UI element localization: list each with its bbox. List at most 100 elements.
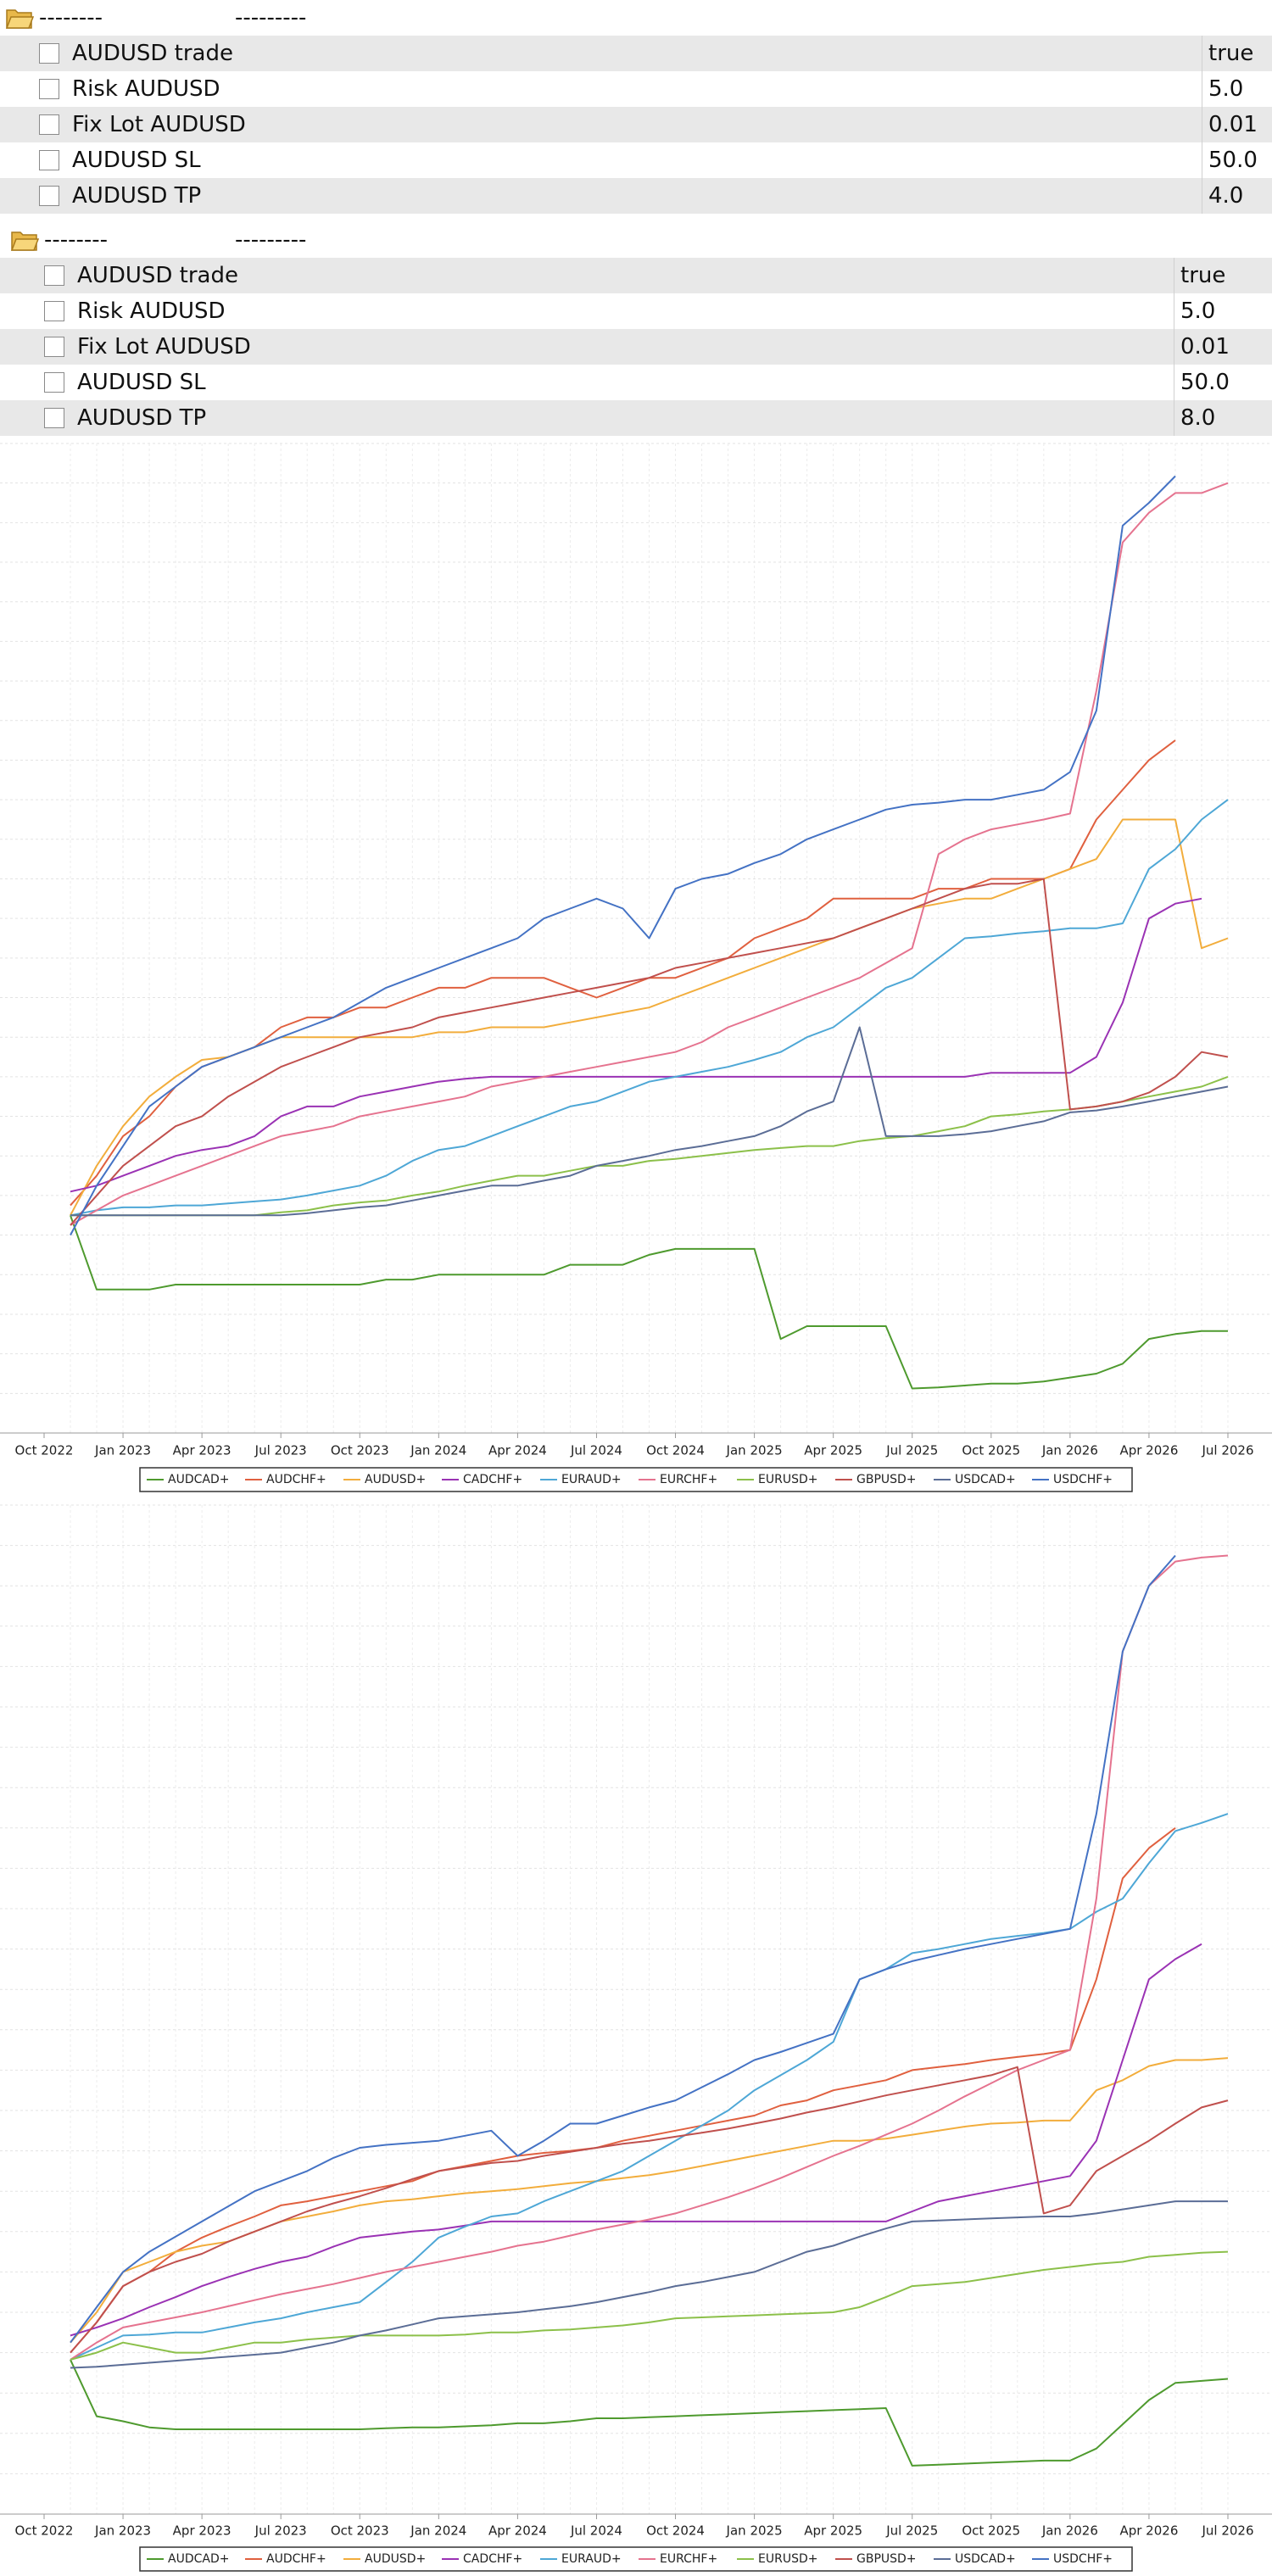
series-line xyxy=(70,799,1229,1217)
settings-panel: -------- --------- AUDUSD trade true Risk AU… xyxy=(0,222,1272,436)
series-line xyxy=(70,1813,1229,2361)
legend-label: EURAUD+ xyxy=(561,2552,622,2566)
panel-header: -------- --------- xyxy=(0,222,1272,258)
series-line xyxy=(70,1827,1176,2354)
setting-row: AUDUSD TP 8.0 xyxy=(0,400,1272,436)
x-tick-label: Jul 2025 xyxy=(885,1443,938,1458)
checkbox[interactable] xyxy=(39,79,59,99)
legend-label: EURCHF+ xyxy=(660,1473,717,1486)
setting-name: AUDUSD SL xyxy=(77,370,206,395)
folder-icon xyxy=(5,9,34,29)
x-tick-label: Oct 2022 xyxy=(15,2523,74,2539)
x-tick-label: Oct 2023 xyxy=(331,1443,389,1458)
legend-label: EURAUD+ xyxy=(561,1473,622,1486)
legend-box xyxy=(139,1467,1133,1492)
x-tick-label: Apr 2025 xyxy=(804,1443,862,1458)
panel-header: -------- --------- xyxy=(0,0,1272,36)
x-tick-label: Jan 2026 xyxy=(1041,2523,1098,2539)
header-value: --------- xyxy=(235,227,307,253)
x-tick-label: Jan 2024 xyxy=(410,2523,466,2539)
setting-row: Fix Lot AUDUSD 0.01 xyxy=(0,329,1272,365)
checkbox[interactable] xyxy=(39,43,59,64)
folder-front xyxy=(5,16,34,29)
setting-row: Risk AUDUSD 5.0 xyxy=(0,71,1272,107)
setting-row: AUDUSD SL 50.0 xyxy=(0,142,1272,178)
setting-name: AUDUSD SL xyxy=(72,148,201,173)
setting-name: Risk AUDUSD xyxy=(72,76,220,102)
checkbox[interactable] xyxy=(44,337,64,357)
x-tick-label: Jan 2025 xyxy=(726,1443,783,1458)
x-tick-label: Jul 2023 xyxy=(254,1443,307,1458)
legend-label: EURUSD+ xyxy=(758,2552,817,2566)
legend-label: EURCHF+ xyxy=(660,2552,717,2566)
x-tick-label: Oct 2023 xyxy=(331,2523,389,2539)
setting-name: AUDUSD TP xyxy=(72,183,202,209)
checkbox[interactable] xyxy=(44,372,64,393)
series-line xyxy=(70,1554,1176,2344)
line-chart: Oct 2022 Jan 2023 Apr 2023 Jul 2023 Oct 2023… xyxy=(0,443,1272,1492)
checkbox[interactable] xyxy=(39,186,59,206)
legend-label: USDCAD+ xyxy=(955,1473,1016,1486)
series-line xyxy=(70,482,1229,1226)
x-tick-label: Jul 2023 xyxy=(254,2523,307,2539)
setting-name: AUDUSD trade xyxy=(77,263,238,288)
setting-row: AUDUSD SL 50.0 xyxy=(0,365,1272,400)
setting-name: Risk AUDUSD xyxy=(77,298,226,324)
setting-value: 5.0 xyxy=(1208,76,1244,102)
series-line xyxy=(70,878,1229,1226)
setting-value: 0.01 xyxy=(1208,112,1258,137)
setting-row: AUDUSD trade true xyxy=(0,36,1272,71)
checkbox[interactable] xyxy=(39,150,59,170)
line-chart: Oct 2022 Jan 2023 Apr 2023 Jul 2023 Oct 2023… xyxy=(0,1504,1272,2572)
x-tick-label: Jan 2023 xyxy=(94,1443,151,1458)
setting-row: Fix Lot AUDUSD 0.01 xyxy=(0,107,1272,142)
legend-label: GBPUSD+ xyxy=(856,2552,917,2566)
series-line xyxy=(70,475,1176,1236)
x-tick-label: Oct 2022 xyxy=(15,1443,74,1458)
series-line xyxy=(70,2066,1229,2354)
legend-label: CADCHF+ xyxy=(463,1473,522,1486)
setting-row: AUDUSD trade true xyxy=(0,258,1272,293)
legend-label: USDCHF+ xyxy=(1053,1473,1113,1486)
setting-row: AUDUSD TP 4.0 xyxy=(0,178,1272,214)
legend-label: USDCAD+ xyxy=(955,2552,1016,2566)
x-tick-label: Oct 2025 xyxy=(962,1443,1020,1458)
setting-name: AUDUSD TP xyxy=(77,405,207,431)
folder-front xyxy=(10,238,39,251)
x-tick-label: Oct 2024 xyxy=(646,1443,705,1458)
setting-value: 8.0 xyxy=(1180,405,1216,431)
setting-name: Fix Lot AUDUSD xyxy=(77,334,251,360)
series-line xyxy=(70,1554,1229,2361)
folder-icon xyxy=(10,231,39,251)
series-line xyxy=(70,1943,1202,2337)
header-value: --------- xyxy=(235,5,307,31)
legend-box xyxy=(139,2546,1133,2572)
series-line xyxy=(70,2200,1228,2369)
settings-panel: -------- --------- AUDUSD trade true Risk AU… xyxy=(0,0,1272,214)
x-tick-label: Jul 2026 xyxy=(1201,2523,1253,2539)
legend-label: AUDCHF+ xyxy=(266,1473,326,1486)
setting-value: true xyxy=(1208,41,1254,66)
legend-label: AUDCAD+ xyxy=(168,1473,229,1486)
legend-label: AUDUSD+ xyxy=(365,1473,426,1486)
setting-value: 50.0 xyxy=(1208,148,1258,173)
checkbox[interactable] xyxy=(44,408,64,428)
setting-value: 4.0 xyxy=(1208,183,1244,209)
legend-label: CADCHF+ xyxy=(463,2552,522,2566)
checkbox[interactable] xyxy=(39,114,59,135)
x-tick-label: Jul 2026 xyxy=(1201,1443,1253,1458)
legend-label: AUDCAD+ xyxy=(168,2552,229,2566)
header-label: -------- xyxy=(44,227,109,253)
setting-value: 0.01 xyxy=(1180,334,1230,360)
series-line xyxy=(70,2359,1229,2467)
x-tick-label: Jul 2024 xyxy=(570,2523,622,2539)
checkbox[interactable] xyxy=(44,265,64,286)
legend-label: USDCHF+ xyxy=(1053,2552,1113,2566)
x-tick-label: Jul 2024 xyxy=(570,1443,622,1458)
setting-name: Fix Lot AUDUSD xyxy=(72,112,246,137)
legend-label: EURUSD+ xyxy=(758,1473,817,1486)
setting-value: true xyxy=(1180,263,1226,288)
setting-value: 50.0 xyxy=(1180,370,1230,395)
checkbox[interactable] xyxy=(44,301,64,321)
